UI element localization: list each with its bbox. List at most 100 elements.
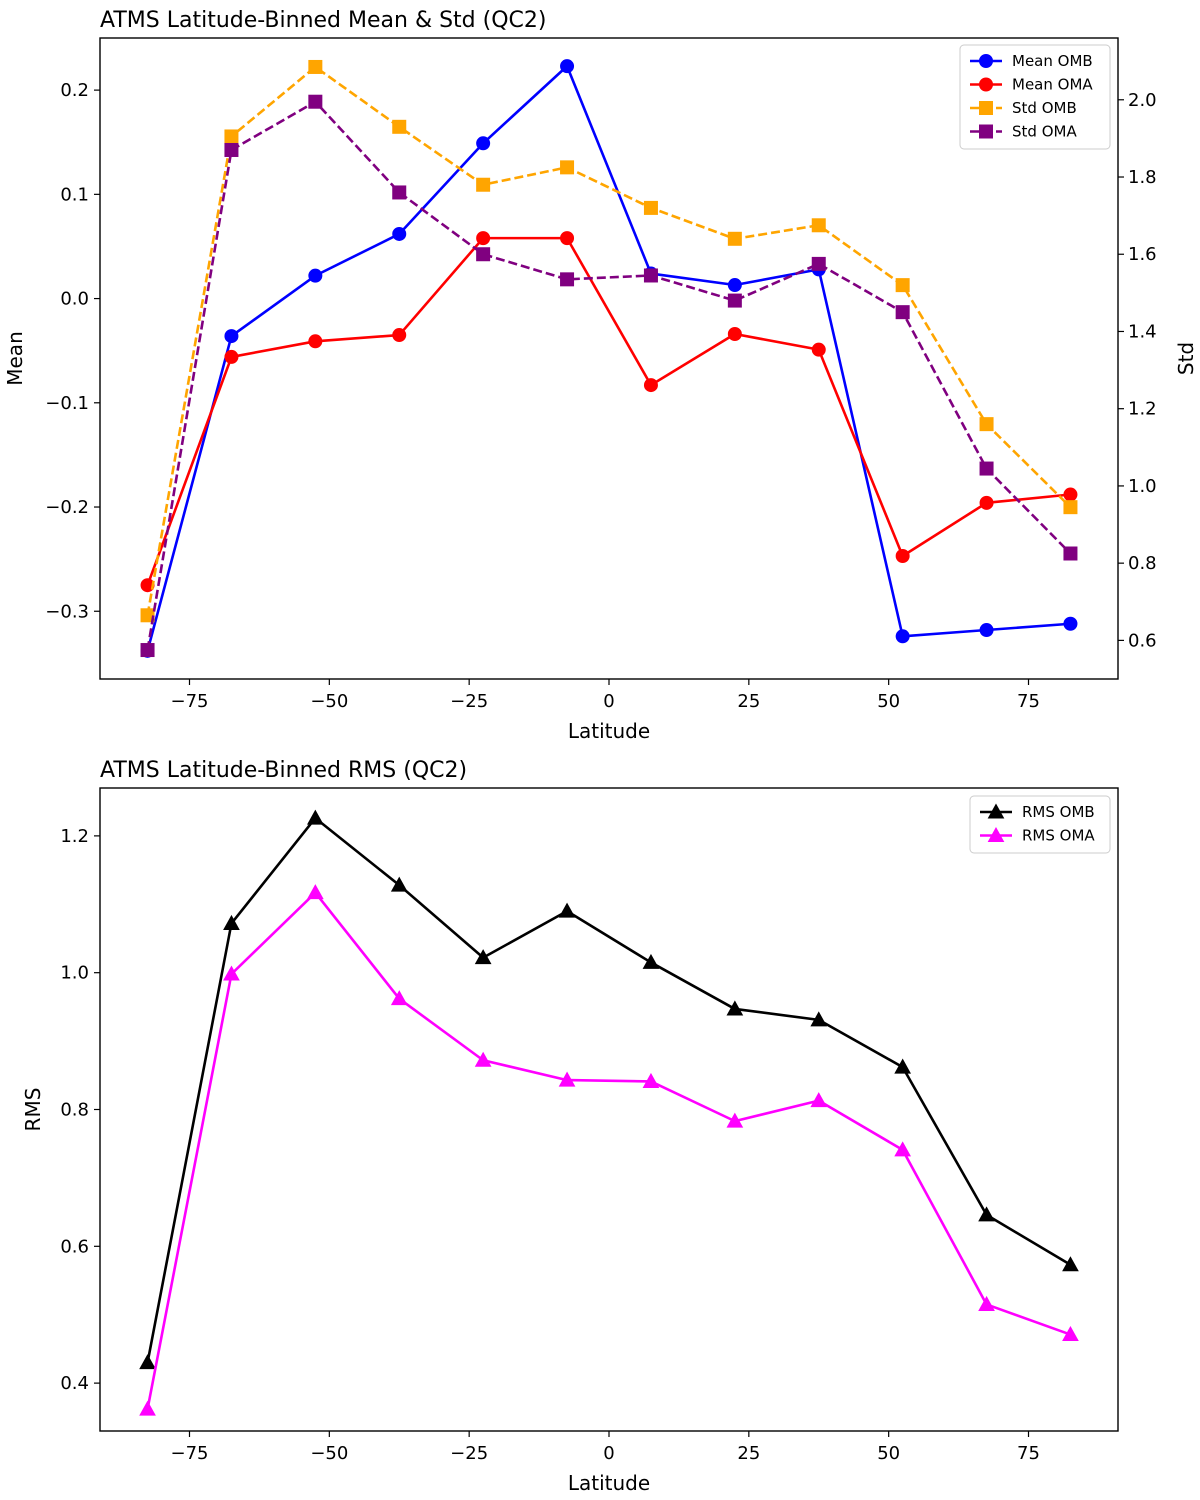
data-point-rms-omb — [390, 876, 408, 892]
data-point-std-omb — [979, 417, 994, 432]
data-point-std-omb — [1063, 500, 1078, 515]
x-tick-label: 50 — [877, 1443, 900, 1464]
plot-frame — [99, 787, 1119, 1432]
chart-mean-std: ATMS Latitude-Binned Mean & Std (QC2) −75… — [3, 8, 1198, 743]
data-point-rms-omb — [1062, 1256, 1079, 1272]
y-axis-label: RMS — [21, 1088, 45, 1132]
x-axis-label: Latitude — [568, 719, 650, 743]
y-tick-label: 0.0 — [60, 289, 89, 310]
y-tick-label: 0.1 — [60, 184, 89, 205]
legend-label: RMS OMB — [1022, 803, 1095, 821]
data-point-std-oma — [308, 94, 323, 109]
legend-label: Std OMA — [1012, 123, 1077, 141]
data-point-rms-omb — [810, 1011, 828, 1027]
data-point-rms-oma — [810, 1092, 828, 1108]
x-tick-label: −75 — [170, 691, 208, 712]
data-point-rms-oma — [223, 965, 240, 981]
data-point-std-oma — [979, 461, 994, 476]
data-point-std-omb — [476, 177, 491, 192]
data-point-rms-omb — [223, 914, 240, 930]
chart-title: ATMS Latitude-Binned RMS (QC2) — [100, 758, 467, 783]
data-point-std-omb — [727, 231, 742, 246]
series-line-rms-oma — [146, 891, 1071, 1410]
series-line-rms-omb — [146, 816, 1072, 1363]
x-tick-label: −75 — [170, 1443, 208, 1464]
y-tick-label: −0.2 — [45, 497, 89, 518]
data-point-mean-omb — [224, 329, 239, 344]
legend-marker-mean-oma — [979, 77, 993, 92]
data-point-mean-oma — [895, 549, 910, 564]
data-point-std-omb — [895, 278, 910, 293]
y-tick-label: 0.6 — [60, 1236, 89, 1257]
data-point-std-oma — [1063, 546, 1078, 561]
data-point-std-omb — [643, 200, 658, 215]
y-right-tick-label: 1.2 — [1128, 399, 1157, 420]
data-point-rms-omb — [139, 1354, 156, 1370]
y-tick-label: 0.2 — [60, 80, 89, 101]
data-point-rms-oma — [474, 1051, 492, 1067]
data-point-mean-oma — [979, 495, 994, 510]
legend-box — [959, 44, 1111, 150]
chart-title: ATMS Latitude-Binned Mean & Std (QC2) — [100, 8, 546, 33]
legend-box — [969, 795, 1111, 854]
x-tick-label: −25 — [450, 1443, 488, 1464]
x-tick-label: 25 — [737, 691, 760, 712]
data-point-std-oma — [727, 293, 742, 308]
legend-marker-mean-omb — [979, 54, 993, 68]
data-point-mean-oma — [308, 334, 323, 349]
series-line-std-oma — [146, 100, 1072, 651]
legend-label: Mean OMB — [1012, 52, 1093, 70]
y-axis-label: Mean — [3, 331, 27, 386]
x-tick-label: −50 — [310, 691, 348, 712]
data-point-mean-oma — [727, 327, 742, 342]
data-point-rms-omb — [306, 809, 324, 825]
y-right-tick-label: 0.8 — [1128, 553, 1157, 574]
series-line-mean-oma — [146, 236, 1071, 586]
y-right-tick-label: 1.8 — [1128, 167, 1157, 188]
data-point-std-oma — [224, 142, 239, 157]
legend-marker-std-omb — [979, 101, 993, 115]
data-point-rms-oma — [306, 884, 324, 900]
x-tick-label: 75 — [1017, 1443, 1040, 1464]
chart-rms: ATMS Latitude-Binned RMS (QC2) −75 −50 −25 0… — [21, 758, 1119, 1495]
data-point-rms-omb — [642, 953, 660, 969]
data-point-std-omb — [140, 608, 155, 623]
data-point-mean-omb — [979, 623, 994, 638]
data-point-mean-oma — [392, 328, 407, 343]
legend-label: Mean OMA — [1012, 76, 1093, 94]
data-point-mean-oma — [811, 342, 826, 357]
data-point-std-oma — [895, 305, 910, 320]
y-tick-label: −0.1 — [45, 393, 89, 414]
data-point-mean-omb — [476, 136, 491, 151]
data-point-mean-oma — [643, 378, 658, 393]
data-point-std-omb — [308, 59, 323, 74]
legend-marker-std-oma — [979, 124, 993, 139]
y-right-axis-label: Std — [1174, 342, 1198, 375]
y-right-tick-label: 1.4 — [1128, 321, 1157, 342]
legend-marker-rms-omb — [987, 803, 1005, 819]
data-point-rms-omb — [978, 1206, 995, 1222]
legend-marker-rms-oma — [987, 826, 1005, 842]
data-point-std-oma — [811, 256, 826, 271]
data-point-mean-oma — [224, 349, 239, 364]
data-point-std-omb — [560, 160, 575, 175]
y-tick-label: 1.2 — [60, 826, 89, 847]
x-tick-label: 75 — [1017, 691, 1040, 712]
x-tick-label: −25 — [450, 691, 488, 712]
data-point-mean-omb — [1063, 616, 1078, 631]
x-tick-label: 50 — [877, 691, 900, 712]
data-point-std-oma — [560, 272, 575, 287]
data-point-rms-omb — [474, 949, 492, 965]
x-axis-label: Latitude — [568, 1471, 650, 1495]
y-tick-label: 1.0 — [60, 963, 89, 984]
y-right-tick-label: 2.0 — [1128, 90, 1157, 111]
data-point-std-omb — [224, 129, 239, 144]
y-tick-label: −0.3 — [45, 601, 89, 622]
data-point-mean-omb — [560, 59, 575, 74]
data-point-std-oma — [476, 247, 491, 262]
data-point-rms-omb — [894, 1058, 912, 1074]
x-tick-label: 0 — [603, 1443, 614, 1464]
x-tick-label: 25 — [737, 1443, 760, 1464]
data-point-rms-oma — [726, 1112, 744, 1128]
